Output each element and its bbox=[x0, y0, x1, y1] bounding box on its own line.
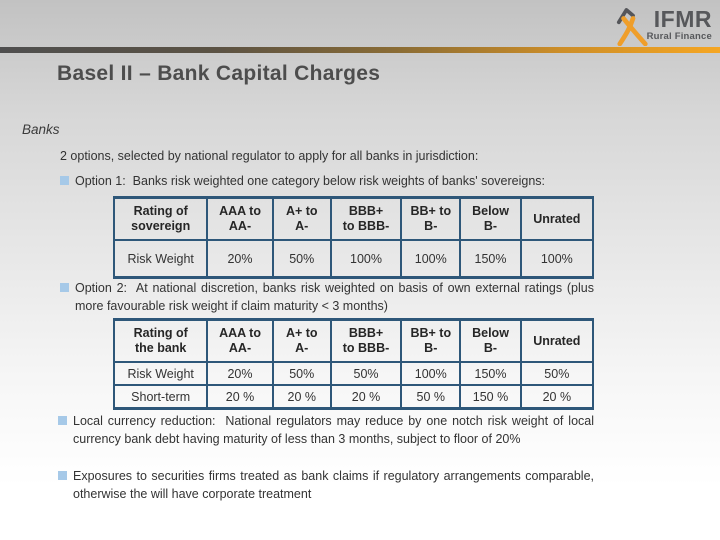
bullet-item-local-currency: Local currency reduction: National regul… bbox=[58, 412, 594, 448]
table-row: Risk Weight 20% 50% 50% 100% 150% 50% bbox=[112, 361, 595, 386]
bullet-item-option1: Option 1: Banks risk weighted one catego… bbox=[60, 172, 600, 190]
column-header: AAA to AA- bbox=[206, 196, 274, 241]
column-header: A+ to A- bbox=[271, 196, 332, 241]
column-header: BB+ to B- bbox=[400, 318, 462, 363]
column-header: Rating of sovereign bbox=[112, 196, 209, 241]
column-header: Unrated bbox=[519, 196, 595, 241]
table-cell: 150% bbox=[459, 361, 522, 386]
table-cell: 100% bbox=[400, 239, 462, 279]
row-label: Risk Weight bbox=[112, 361, 209, 386]
table-cell: 100% bbox=[519, 239, 595, 279]
bullet-square-icon bbox=[60, 176, 69, 185]
column-header: BBB+ to BBB- bbox=[329, 318, 403, 363]
column-header: Unrated bbox=[519, 318, 595, 363]
table-header-row: Rating of sovereign AAA to AA- A+ to A- … bbox=[112, 196, 595, 241]
table-cell: 20% bbox=[206, 361, 274, 386]
table-cell: 100% bbox=[329, 239, 403, 279]
bullet-item-option2: Option 2: At national discretion, banks … bbox=[60, 279, 594, 315]
bank-rating-table: Rating of the bank AAA to AA- A+ to A- B… bbox=[112, 318, 595, 410]
bullet-square-icon bbox=[60, 283, 69, 292]
column-header: A+ to A- bbox=[271, 318, 332, 363]
table-cell: 20% bbox=[206, 239, 274, 279]
header-separator bbox=[0, 47, 720, 53]
column-header: BB+ to B- bbox=[400, 196, 462, 241]
bullet-text: Exposures to securities firms treated as… bbox=[73, 469, 594, 501]
table-row: Risk Weight 20% 50% 100% 100% 150% 100% bbox=[112, 239, 595, 279]
table-cell: 100% bbox=[400, 361, 462, 386]
row-label: Short-term bbox=[112, 384, 209, 410]
bullet-text: Option 1: Banks risk weighted one catego… bbox=[75, 174, 545, 188]
bullet-item-securities: Exposures to securities firms treated as… bbox=[58, 467, 594, 503]
row-label: Risk Weight bbox=[112, 239, 209, 279]
column-header: Below B- bbox=[459, 196, 522, 241]
logo-text-block: IFMR Rural Finance bbox=[647, 4, 712, 42]
intro-text: 2 options, selected by national regulato… bbox=[60, 149, 479, 163]
table-cell: 20 % bbox=[519, 384, 595, 410]
section-label: Banks bbox=[22, 122, 60, 137]
bullet-square-icon bbox=[58, 471, 67, 480]
table-cell: 20 % bbox=[271, 384, 332, 410]
table-cell: 50 % bbox=[400, 384, 462, 410]
ifmr-logo: IFMR Rural Finance bbox=[616, 4, 712, 46]
column-header: Rating of the bank bbox=[112, 318, 209, 363]
logo-name: IFMR bbox=[653, 6, 712, 32]
table-cell: 20 % bbox=[206, 384, 274, 410]
table-row: Short-term 20 % 20 % 20 % 50 % 150 % 20 … bbox=[112, 384, 595, 410]
column-header: BBB+ to BBB- bbox=[329, 196, 403, 241]
ifmr-logo-icon bbox=[616, 8, 648, 46]
column-header: Below B- bbox=[459, 318, 522, 363]
page-title: Basel II – Bank Capital Charges bbox=[57, 62, 381, 85]
column-header: AAA to AA- bbox=[206, 318, 274, 363]
table-header-row: Rating of the bank AAA to AA- A+ to A- B… bbox=[112, 318, 595, 363]
table-cell: 50% bbox=[519, 361, 595, 386]
bullet-text: Local currency reduction: National regul… bbox=[73, 414, 594, 446]
table-cell: 50% bbox=[271, 361, 332, 386]
bullet-square-icon bbox=[58, 416, 67, 425]
table-cell: 20 % bbox=[329, 384, 403, 410]
table-cell: 50% bbox=[271, 239, 332, 279]
sovereign-rating-table: Rating of sovereign AAA to AA- A+ to A- … bbox=[112, 196, 595, 279]
table-cell: 150% bbox=[459, 239, 522, 279]
table-cell: 150 % bbox=[459, 384, 522, 410]
logo-tagline: Rural Finance bbox=[646, 31, 712, 42]
bullet-text: Option 2: At national discretion, banks … bbox=[75, 281, 594, 313]
table-cell: 50% bbox=[329, 361, 403, 386]
